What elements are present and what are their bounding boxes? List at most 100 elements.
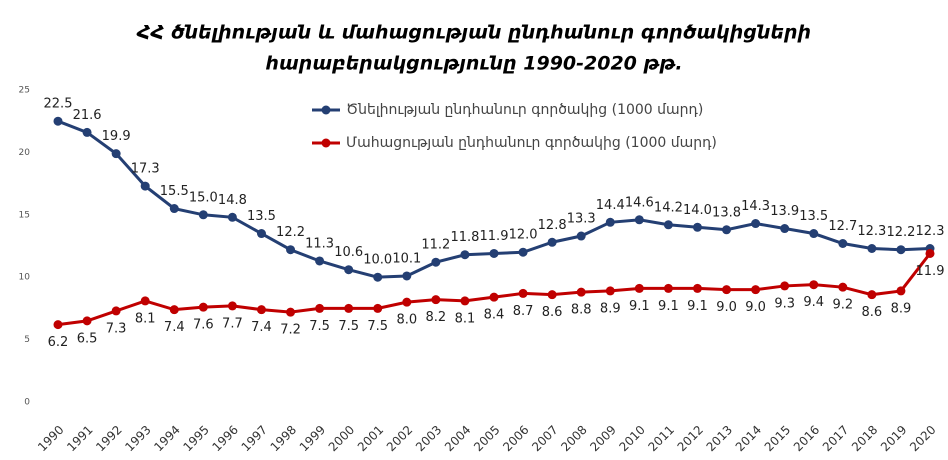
point [896, 286, 906, 296]
chart-title: ՀՀ ծնելիության և մահացության ընդհանուր գ… [136, 22, 811, 44]
data-label: 12.8 [538, 218, 567, 233]
data-label: 8.6 [542, 305, 563, 320]
point [53, 116, 63, 126]
x-tick-label: 2013 [704, 423, 735, 454]
point [82, 127, 92, 137]
point [402, 271, 412, 281]
point [518, 247, 528, 257]
x-tick-label: 2020 [907, 423, 938, 454]
point [489, 292, 499, 302]
point [460, 296, 470, 306]
data-label: 14.0 [683, 203, 712, 218]
data-label: 19.9 [102, 129, 131, 144]
data-label: 11.2 [421, 238, 450, 253]
x-tick-label: 1993 [122, 423, 153, 454]
data-label: 12.3 [916, 224, 945, 239]
x-tick-label: 2002 [384, 423, 415, 454]
data-label: 21.6 [73, 108, 102, 123]
x-tick-label: 2006 [500, 423, 531, 454]
point [256, 229, 266, 239]
legend-marker [321, 138, 331, 148]
data-label: 12.2 [886, 225, 915, 240]
data-label: 7.3 [106, 321, 127, 336]
data-label: 15.0 [189, 190, 218, 205]
point [111, 306, 121, 316]
data-label: 14.3 [741, 199, 770, 214]
x-tick-label: 1990 [35, 423, 66, 454]
point [867, 243, 877, 253]
x-tick-label: 2017 [820, 423, 851, 454]
data-label: 12.3 [857, 224, 886, 239]
point [169, 204, 179, 214]
y-tick-label: 15 [19, 210, 30, 220]
data-label: 9.4 [803, 295, 824, 310]
data-label: 10.1 [392, 251, 421, 266]
x-tick-label: 1994 [151, 423, 182, 454]
y-tick-label: 20 [19, 148, 31, 158]
data-label: 7.2 [280, 323, 301, 338]
point [344, 265, 354, 275]
data-label: 9.0 [716, 300, 737, 315]
data-label: 8.1 [455, 311, 476, 326]
x-tick-label: 2004 [442, 423, 473, 454]
x-tick-label: 1991 [64, 423, 95, 454]
point [286, 307, 296, 317]
point [576, 231, 586, 241]
x-tick-label: 1992 [93, 423, 124, 454]
point [722, 225, 732, 235]
data-label: 9.2 [832, 298, 853, 313]
x-tick-label: 2008 [558, 423, 589, 454]
point [634, 215, 644, 225]
point [489, 248, 499, 258]
data-label: 14.4 [596, 198, 625, 213]
data-label: 12.0 [509, 228, 538, 243]
chart-title: հարաբերակցությունը 1990-2020 թթ. [265, 53, 682, 75]
data-label: 9.1 [629, 299, 650, 314]
point [809, 229, 819, 239]
point [315, 303, 325, 313]
data-label: 9.0 [745, 300, 766, 315]
legend-marker [321, 105, 331, 115]
x-tick-label: 1999 [297, 423, 328, 454]
point [605, 286, 615, 296]
y-tick-label: 5 [24, 335, 30, 345]
data-label: 6.2 [48, 335, 69, 350]
point [751, 285, 761, 295]
point [518, 288, 528, 298]
data-label: 7.5 [309, 319, 330, 334]
data-label: 11.9 [480, 229, 509, 244]
data-label: 12.7 [828, 219, 857, 234]
y-tick-label: 0 [24, 398, 30, 408]
x-tick-label: 1996 [209, 423, 240, 454]
point [315, 256, 325, 266]
data-label: 8.9 [891, 301, 912, 316]
point [431, 295, 441, 305]
data-label: 13.9 [770, 204, 799, 219]
point [896, 245, 906, 255]
data-label: 8.7 [513, 304, 534, 319]
point [373, 272, 383, 282]
x-tick-label: 2009 [587, 423, 618, 454]
x-tick-label: 2003 [413, 423, 444, 454]
x-tick-label: 2001 [355, 423, 386, 454]
point [751, 219, 761, 229]
point [140, 181, 150, 191]
x-tick-label: 2016 [791, 423, 822, 454]
point [227, 301, 237, 311]
data-label: 14.6 [625, 195, 654, 210]
point [111, 149, 121, 159]
data-label: 7.5 [338, 319, 359, 334]
point [692, 283, 702, 293]
data-label: 7.4 [251, 320, 272, 335]
point [140, 296, 150, 306]
legend-label: Մահացության ընդհանուր գործակից (1000 մար… [346, 135, 717, 151]
x-tick-label: 2012 [675, 423, 706, 454]
point [547, 290, 557, 300]
x-tick-label: 2018 [849, 423, 880, 454]
data-label: 14.8 [218, 193, 247, 208]
x-tick-label: 1997 [239, 423, 270, 454]
point [838, 239, 848, 249]
data-label: 8.1 [135, 311, 156, 326]
data-label: 9.1 [687, 299, 708, 314]
